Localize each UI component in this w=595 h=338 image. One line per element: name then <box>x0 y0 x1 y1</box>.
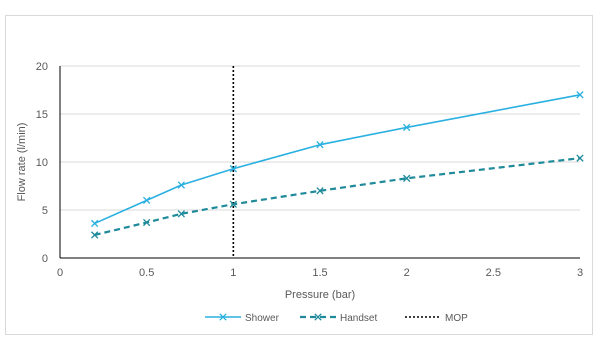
y-tick-label: 15 <box>36 109 48 121</box>
data-point-shower <box>229 165 237 173</box>
x-tick-label: 0.5 <box>139 267 154 279</box>
data-point-shower <box>576 91 584 99</box>
legend-marker <box>219 313 227 321</box>
series-line-handset <box>94 157 581 237</box>
tick-labels: 0 0.5 1 1.5 2 2.5 3 0 5 10 15 20 <box>36 61 583 279</box>
legend-item-handset: Handset <box>300 313 377 324</box>
legend-item-shower: Shower <box>205 313 280 324</box>
y-tick-label: 0 <box>42 253 48 265</box>
x-tick-label: 2 <box>404 267 410 279</box>
data-point-handset <box>177 210 185 218</box>
data-point-handset <box>229 200 237 208</box>
y-tick-label: 20 <box>36 61 48 73</box>
y-tick-label: 5 <box>42 205 48 217</box>
legend: Shower Handset MOP <box>205 313 468 324</box>
chart-frame <box>5 15 593 335</box>
gridlines <box>60 65 580 211</box>
series-handset <box>91 154 584 239</box>
legend-label: Shower <box>245 313 280 324</box>
x-tick-label: 1 <box>230 267 236 279</box>
x-tick-label: 0 <box>57 267 63 279</box>
data-point-shower <box>403 123 411 132</box>
data-point-handset <box>316 187 324 195</box>
legend-item-mop: MOP <box>405 313 468 324</box>
data-point-handset <box>403 174 411 182</box>
data-point-handset <box>576 154 584 162</box>
data-point-handset <box>91 231 99 239</box>
data-point-shower <box>91 219 99 228</box>
x-axis-title: Pressure (bar) <box>285 289 355 301</box>
x-tick-label: 1.5 <box>312 267 327 279</box>
legend-label: MOP <box>445 313 468 324</box>
series-group <box>91 91 584 239</box>
x-tick-label: 3 <box>577 267 583 279</box>
data-point-shower <box>143 196 151 205</box>
data-point-handset <box>143 218 151 227</box>
legend-marker <box>314 313 322 321</box>
y-tick-label: 10 <box>36 157 48 169</box>
series-shower <box>91 91 584 228</box>
data-point-shower <box>177 181 185 189</box>
legend-label: Handset <box>340 313 377 324</box>
data-point-shower <box>316 141 324 149</box>
y-axis-title: Flow rate (l/min) <box>16 123 28 202</box>
x-tick-label: 2.5 <box>486 267 501 279</box>
axes <box>59 66 580 259</box>
